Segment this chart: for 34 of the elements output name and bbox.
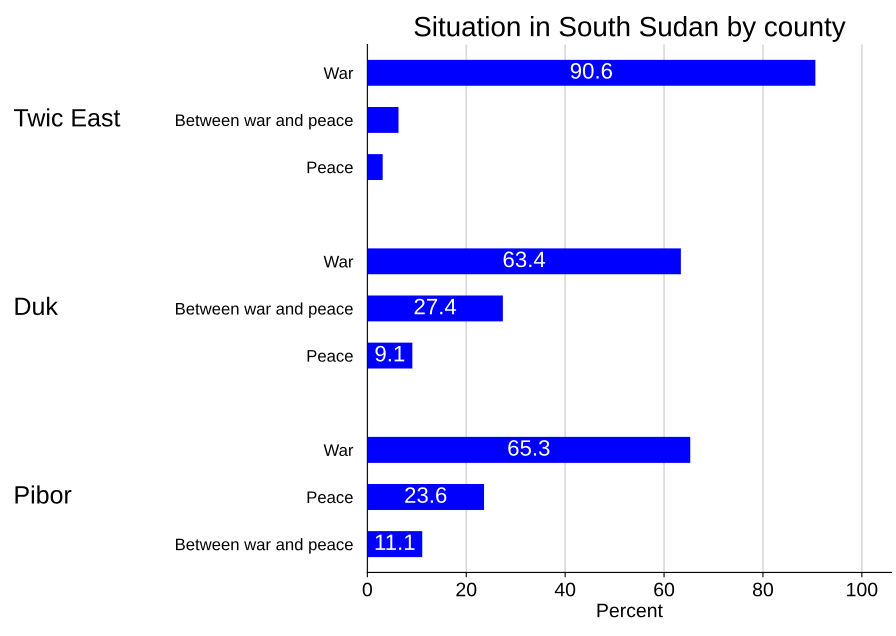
bar <box>367 60 816 86</box>
x-tick-label: 80 <box>752 582 774 596</box>
y-tick-label: Between war and peace <box>176 114 353 130</box>
chart-title: Situation in South Sudan by county <box>414 16 846 42</box>
x-tick-label: 20 <box>456 582 476 596</box>
bar <box>367 248 681 274</box>
text: Twic East <box>14 108 120 127</box>
x-axis-title: Percent <box>598 604 663 618</box>
bar <box>367 296 503 322</box>
y-tick-label: Between war and peace <box>176 538 353 554</box>
data-label: 9.1 <box>375 346 404 362</box>
data-label: 63.4 <box>504 252 546 268</box>
y-tick-label: Peace <box>308 162 353 174</box>
x-tick-label: 100 <box>847 582 878 596</box>
bar <box>367 106 399 133</box>
text: Duk <box>15 296 58 316</box>
y-tick-label: War <box>324 67 354 79</box>
data-label: 90.6 <box>570 63 612 79</box>
y-tick-label: War <box>324 444 354 456</box>
y-tick-label: War <box>324 256 354 268</box>
data-label: 11.1 <box>376 534 415 550</box>
x-tick-label: 40 <box>554 582 576 596</box>
data-label: 65.3 <box>508 440 550 456</box>
text: Pibor <box>15 485 72 504</box>
bar <box>367 436 690 463</box>
x-tick-label: 60 <box>654 582 674 596</box>
x-tick-label: 0 <box>362 582 372 596</box>
bar <box>367 154 383 180</box>
data-label: 27.4 <box>414 298 456 314</box>
bar <box>367 484 484 510</box>
y-tick-label: Peace <box>308 492 353 504</box>
y-tick-label: Peace <box>308 350 353 362</box>
y-tick-label: Between war and peace <box>176 302 353 318</box>
data-label: 23.6 <box>405 487 446 503</box>
